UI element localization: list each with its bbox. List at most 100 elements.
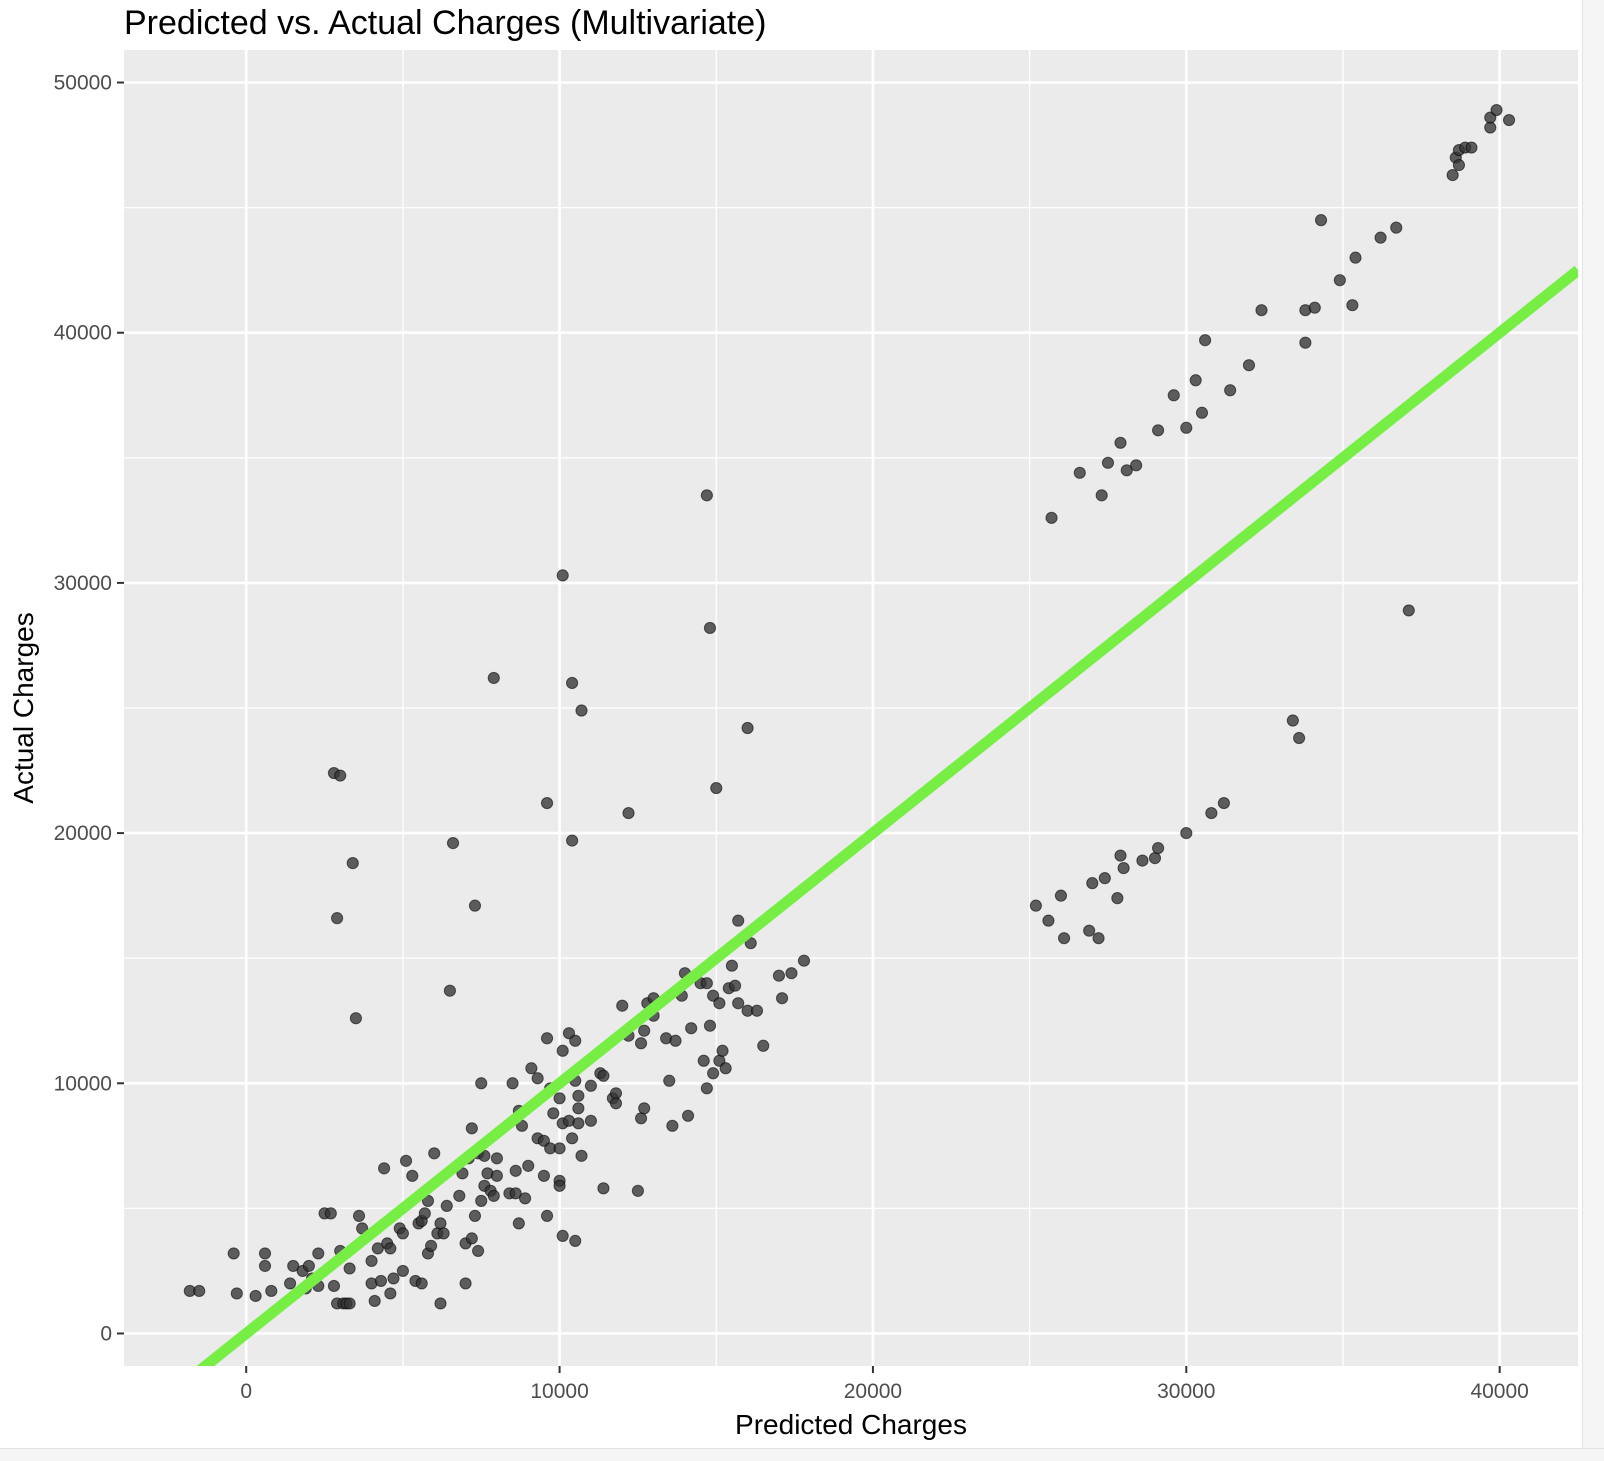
data-point	[1120, 464, 1133, 477]
x-tick-label: 40000	[1470, 1380, 1528, 1403]
data-point	[487, 1189, 500, 1202]
data-point	[1314, 214, 1328, 227]
data-point	[1349, 251, 1362, 264]
data-point	[575, 704, 588, 717]
data-point	[1151, 842, 1165, 855]
y-axis-ticks: 0 10000 20000 30000 40000 50000	[54, 72, 124, 1345]
data-point	[1242, 359, 1256, 372]
data-point	[406, 1169, 419, 1182]
data-point	[1057, 932, 1071, 945]
y-axis-title: Actual Charges	[8, 612, 39, 803]
data-point	[396, 1264, 409, 1278]
data-point	[1198, 334, 1212, 347]
data-point	[387, 1272, 400, 1285]
data-point	[569, 1034, 582, 1047]
data-point	[569, 1234, 582, 1248]
data-point	[547, 1107, 560, 1120]
data-point	[349, 1012, 362, 1025]
data-point	[1189, 374, 1202, 387]
data-point	[622, 806, 635, 820]
data-point	[352, 1209, 366, 1222]
data-point	[1098, 872, 1111, 885]
data-point	[1205, 806, 1218, 820]
data-point	[522, 1159, 535, 1172]
data-point	[707, 1067, 720, 1080]
data-point	[437, 1227, 450, 1240]
x-tick-label: 30000	[1157, 1380, 1215, 1403]
data-point	[537, 1169, 551, 1182]
data-point	[1195, 406, 1209, 419]
reference-line-group	[196, 265, 1578, 1366]
data-point	[703, 1019, 717, 1032]
data-point	[666, 1119, 679, 1132]
data-point	[584, 1079, 598, 1092]
data-point	[1045, 511, 1058, 524]
data-point	[700, 977, 713, 990]
data-point	[556, 569, 569, 582]
data-point	[597, 1069, 610, 1082]
data-point	[597, 1182, 610, 1195]
y-tick-label: 50000	[54, 72, 112, 95]
data-point	[1101, 456, 1115, 469]
data-point	[1042, 914, 1055, 927]
data-point	[1217, 796, 1231, 810]
data-point	[1111, 892, 1124, 905]
data-point	[1390, 221, 1403, 234]
data-point	[772, 969, 786, 982]
data-point	[1095, 489, 1108, 502]
data-point	[685, 1022, 698, 1035]
data-point	[697, 1054, 710, 1067]
major-gridlines	[124, 50, 1578, 1366]
data-point	[616, 999, 629, 1012]
data-point	[330, 912, 344, 925]
data-point	[1086, 877, 1099, 890]
data-point	[669, 1034, 682, 1047]
data-point	[334, 769, 347, 782]
data-point	[631, 1184, 645, 1197]
data-point	[1308, 301, 1321, 314]
x-axis-ticks: 0 10000 20000 30000 40000	[240, 1366, 1529, 1403]
data-point	[556, 1229, 569, 1243]
data-point	[732, 997, 745, 1010]
data-point	[703, 621, 717, 635]
data-point	[465, 1232, 478, 1245]
data-point	[1073, 466, 1086, 479]
data-point	[572, 1102, 585, 1115]
y-tick-label: 40000	[54, 322, 112, 345]
data-point	[1293, 731, 1306, 745]
data-point	[327, 1279, 341, 1293]
data-point	[1374, 231, 1387, 244]
data-point	[312, 1247, 325, 1260]
x-tick-label: 10000	[530, 1380, 588, 1403]
data-point	[553, 1092, 566, 1105]
data-point	[775, 992, 789, 1005]
y-tick-label: 10000	[54, 1072, 112, 1095]
data-point	[1346, 299, 1359, 312]
data-point	[368, 1294, 381, 1308]
data-point	[540, 796, 554, 810]
data-point	[556, 1044, 569, 1057]
data-point	[1224, 384, 1237, 397]
data-point	[371, 1242, 384, 1255]
data-point	[1092, 932, 1105, 945]
data-point	[1029, 899, 1042, 912]
data-point	[540, 1032, 554, 1045]
data-point	[710, 781, 723, 795]
data-point	[343, 1262, 356, 1275]
data-point	[468, 899, 482, 912]
data-point	[384, 1242, 397, 1255]
data-point	[575, 1149, 588, 1162]
data-point	[728, 979, 742, 992]
y-tick-label: 20000	[54, 822, 112, 845]
data-point	[509, 1164, 522, 1177]
data-point	[700, 1082, 713, 1095]
data-point	[396, 1227, 409, 1240]
data-point	[797, 954, 811, 967]
data-point	[634, 1112, 648, 1125]
data-point	[713, 997, 726, 1010]
data-point	[475, 1194, 488, 1207]
data-point	[265, 1284, 278, 1298]
data-point	[490, 1152, 504, 1165]
data-point	[446, 837, 460, 850]
